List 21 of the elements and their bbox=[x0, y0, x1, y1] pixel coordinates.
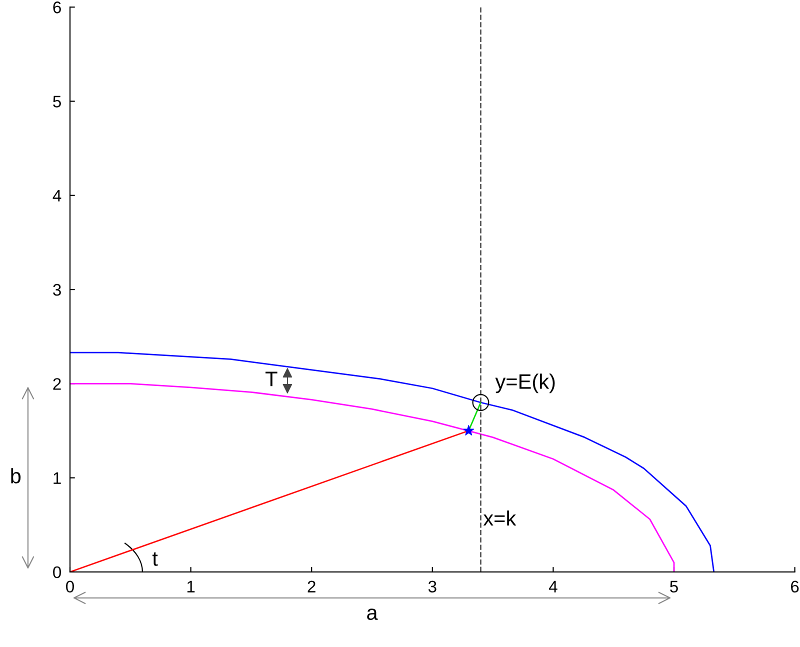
x-tick-label: 0 bbox=[66, 580, 74, 593]
y-tick-label: 0 bbox=[53, 566, 62, 578]
y-tick-label: 2 bbox=[53, 378, 61, 390]
line-series bbox=[70, 352, 715, 572]
annotation: t bbox=[152, 552, 158, 566]
x-tick-label: 1 bbox=[187, 580, 195, 592]
text: b bbox=[11, 468, 21, 484]
y-tick-label: 1 bbox=[54, 472, 61, 484]
y-tick-label: 5 bbox=[53, 96, 61, 108]
x-tick-label: 4 bbox=[548, 580, 558, 592]
ref-line-label: x=k bbox=[483, 510, 516, 526]
annotation: y=E(k) bbox=[495, 374, 555, 394]
y-tick-label: 4 bbox=[52, 190, 62, 202]
x-tick-label: 5 bbox=[670, 580, 678, 593]
x-tick-label: 6 bbox=[791, 580, 799, 593]
x-tick-label: 2 bbox=[308, 580, 316, 592]
annotation: T bbox=[266, 372, 278, 386]
x-tick-label: 3 bbox=[428, 580, 436, 593]
y-tick-label: 3 bbox=[53, 284, 61, 296]
y-tick-label: 6 bbox=[53, 2, 61, 14]
text: a bbox=[367, 608, 378, 620]
